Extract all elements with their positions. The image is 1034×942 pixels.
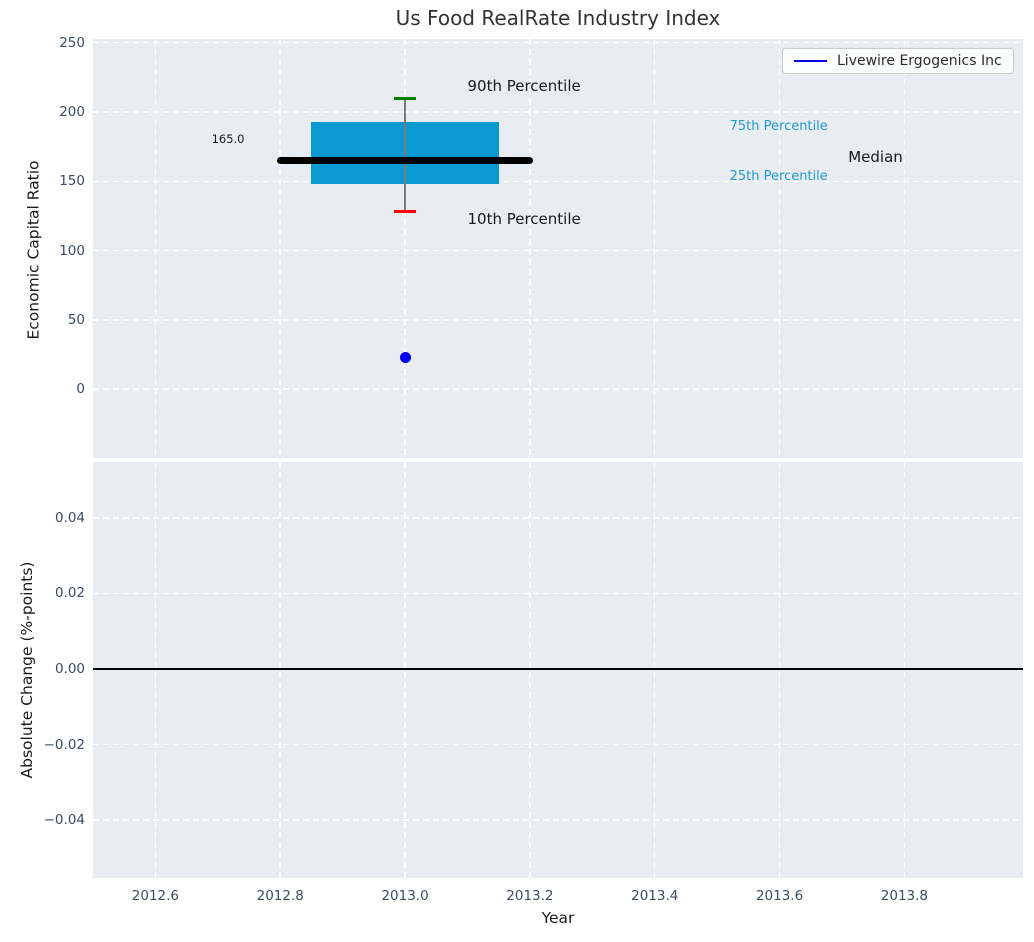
- gridline-y-−0.02: [93, 743, 1023, 746]
- x-tick-label: 2013.6: [755, 888, 804, 904]
- gridline-y-0.04: [93, 517, 1023, 519]
- annotation-165-0: 165.0: [211, 131, 245, 146]
- y-tick-label: −0.02: [43, 736, 85, 753]
- gridline-x-2012.6: [154, 462, 157, 878]
- top-axes-economic-capital-ratio: 90th Percentile 10th Percentile 165.0 75th …: [93, 39, 1023, 458]
- gridline-x-2013.2: [529, 39, 531, 458]
- x-tick-label: 2013.2: [506, 888, 554, 904]
- gridline-y-50: [93, 319, 1023, 321]
- gridline-y-−0.04: [93, 819, 1023, 821]
- gridline-x-2013.6: [778, 39, 781, 458]
- bottom-axes-absolute-change: [93, 462, 1023, 878]
- gridline-x-2013.8: [903, 39, 906, 458]
- gridline-x-2013.4: [653, 462, 656, 878]
- gridline-y-250: [93, 41, 1023, 44]
- y-tick-label: −0.04: [43, 812, 85, 829]
- annotation-75th-percentile: 75th Percentile: [729, 119, 828, 135]
- annotation-10th-percentile: 10th Percentile: [467, 210, 581, 229]
- p90-cap: [394, 96, 417, 100]
- y-tick-label: 0.04: [54, 509, 85, 526]
- legend: Livewire Ergogenics Inc: [782, 48, 1014, 74]
- x-tick-label: 2012.6: [131, 888, 180, 904]
- median-line: [276, 156, 534, 164]
- legend-label: Livewire Ergogenics Inc: [837, 53, 1002, 69]
- annotation-90th-percentile: 90th Percentile: [467, 77, 581, 96]
- whisker-line: [404, 98, 406, 212]
- gridline-x-2013.6: [778, 462, 781, 878]
- zero-line: [93, 668, 1023, 670]
- gridline-y-200: [93, 111, 1023, 113]
- company-point: [399, 351, 411, 363]
- y-tick-label: 0.00: [54, 661, 85, 678]
- chart-title: Us Food RealRate Industry Index: [395, 6, 721, 30]
- gridline-y-0: [93, 388, 1023, 390]
- annotation-median: Median: [848, 147, 903, 166]
- gridline-x-2012.8: [279, 39, 281, 458]
- y-tick-label: 0.02: [54, 585, 85, 602]
- gridline-x-2012.8: [279, 462, 281, 878]
- gridline-y-100: [93, 249, 1023, 252]
- gridline-x-2013.2: [529, 462, 531, 878]
- y-tick-label: 150: [59, 173, 85, 190]
- p10-cap: [394, 210, 417, 214]
- gridline-x-2013.0: [404, 39, 406, 458]
- gridline-x-2012.6: [154, 39, 157, 458]
- x-tick-label: 2012.8: [256, 888, 304, 904]
- gridline-x-2013.0: [404, 462, 406, 878]
- x-axis-label: Year: [541, 909, 575, 927]
- gridline-y-0.02: [93, 592, 1023, 595]
- gridline-y-150: [93, 180, 1023, 182]
- x-tick-label: 2013.0: [381, 888, 429, 904]
- y-tick-label: 100: [59, 242, 85, 259]
- y-tick-label: 200: [59, 103, 85, 120]
- legend-line-icon: [794, 59, 827, 63]
- y-tick-label: 0: [76, 381, 85, 398]
- gridline-x-2013.8: [903, 462, 906, 878]
- annotation-25th-percentile: 25th Percentile: [729, 169, 828, 185]
- x-tick-label: 2013.4: [631, 888, 679, 904]
- x-tick-label: 2013.8: [880, 888, 929, 904]
- y-tick-label: 50: [67, 311, 85, 328]
- gridline-x-2013.4: [653, 39, 656, 458]
- y-tick-label: 250: [59, 34, 85, 51]
